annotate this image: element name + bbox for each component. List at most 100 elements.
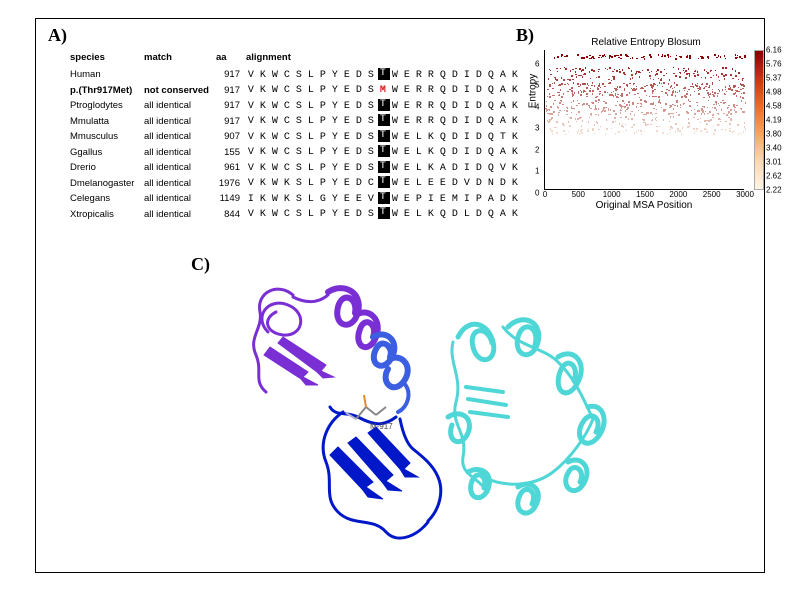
scatter-point [662,54,664,56]
scatter-point [626,94,628,96]
scatter-point [632,57,634,59]
scatter-point [689,101,691,103]
scatter-point [667,94,669,96]
species-cell: Drerio [70,161,144,176]
match-cell: all identical [144,192,216,207]
scatter-point [554,100,556,102]
scatter-point [744,57,746,59]
scatter-point [688,122,690,124]
scatter-point [707,107,709,109]
scatter-point [684,90,686,92]
scatter-point [547,113,549,115]
scatter-point [615,113,617,115]
xtick: 2500 [703,190,721,199]
scatter-point [564,67,566,69]
scatter-point [569,89,571,91]
scatter-point [624,90,626,92]
ytick: 6 [535,59,539,68]
scatter-point [734,107,736,109]
scatter-point [652,90,654,92]
scatter-point [595,108,597,110]
species-cell: Mmusculus [70,130,144,145]
scatter-point [730,74,732,76]
scatter-point [617,94,619,96]
scatter-point [571,106,573,108]
scatter-point [664,69,666,71]
scatter-point [631,74,633,76]
match-cell: all identical [144,177,216,192]
scatter-point [634,89,636,91]
match-cell: all identical [144,208,216,223]
scatter-point [673,67,675,69]
scatter-point [710,77,712,79]
scatter-point [577,100,579,102]
scatter-point [694,109,696,111]
scatter-point [658,96,660,98]
scatter-point [697,105,699,107]
scatter-point [619,69,621,71]
scatter-point [694,75,696,77]
scatter-point [571,112,573,114]
scatter-point [687,112,689,114]
scatter-point [576,121,578,123]
scatter-point [681,96,683,98]
scatter-point [743,85,745,87]
scatter-point [547,96,549,98]
scatter-point [553,111,555,113]
ytick: 0 [535,189,539,198]
scatter-point [598,57,600,59]
scatter-point [652,119,654,121]
scatter-point [571,75,573,77]
scatter-point [556,68,558,70]
scatter-point [592,82,594,84]
species-cell: Human [70,68,144,83]
scatter-point [707,72,709,74]
scatter-point [588,128,590,130]
scatter-point [640,130,642,132]
scatter-point [634,94,636,96]
scatter-point [741,93,743,95]
scatter-point [650,78,652,80]
scatter-point [743,92,745,94]
scatter-point [725,121,727,123]
scatter-point [653,79,655,81]
scatter-point [606,128,608,130]
scatter-point [632,104,634,106]
scatter-point [594,58,596,60]
scatter-point [623,106,625,108]
scatter-point [649,96,651,98]
scatter-point [552,88,554,90]
scatter-point [582,83,584,85]
scatter-point [638,110,640,112]
scatter-point [604,110,606,112]
scatter-point [673,108,675,110]
scatter-point [653,102,655,104]
colorbar-tick: 4.58 [766,102,790,111]
scatter-point [690,94,692,96]
scatter-point [637,93,639,95]
scatter-point [546,101,548,103]
scatter-point [553,95,555,97]
scatter-point [652,96,654,98]
scatter-point [613,76,615,78]
scatter-point [604,91,606,93]
scatter-point [735,92,737,94]
scatter-point [675,131,677,133]
scatter-point [572,94,574,96]
scatter-point [729,128,731,130]
scatter-point [549,109,551,111]
scatter-point [663,75,665,77]
scatter-point [605,56,607,58]
domain-2 [448,320,604,513]
scatter-point [580,75,582,77]
scatter-point [613,91,615,93]
scatter-point [738,91,740,93]
scatter-point [582,104,584,106]
xtick: 2000 [669,190,687,199]
scatter-point [637,103,639,105]
scatter-point [730,120,732,122]
scatter-point [713,104,715,106]
scatter-point [732,78,734,80]
scatter-point [631,111,633,113]
scatter-point [578,103,580,105]
